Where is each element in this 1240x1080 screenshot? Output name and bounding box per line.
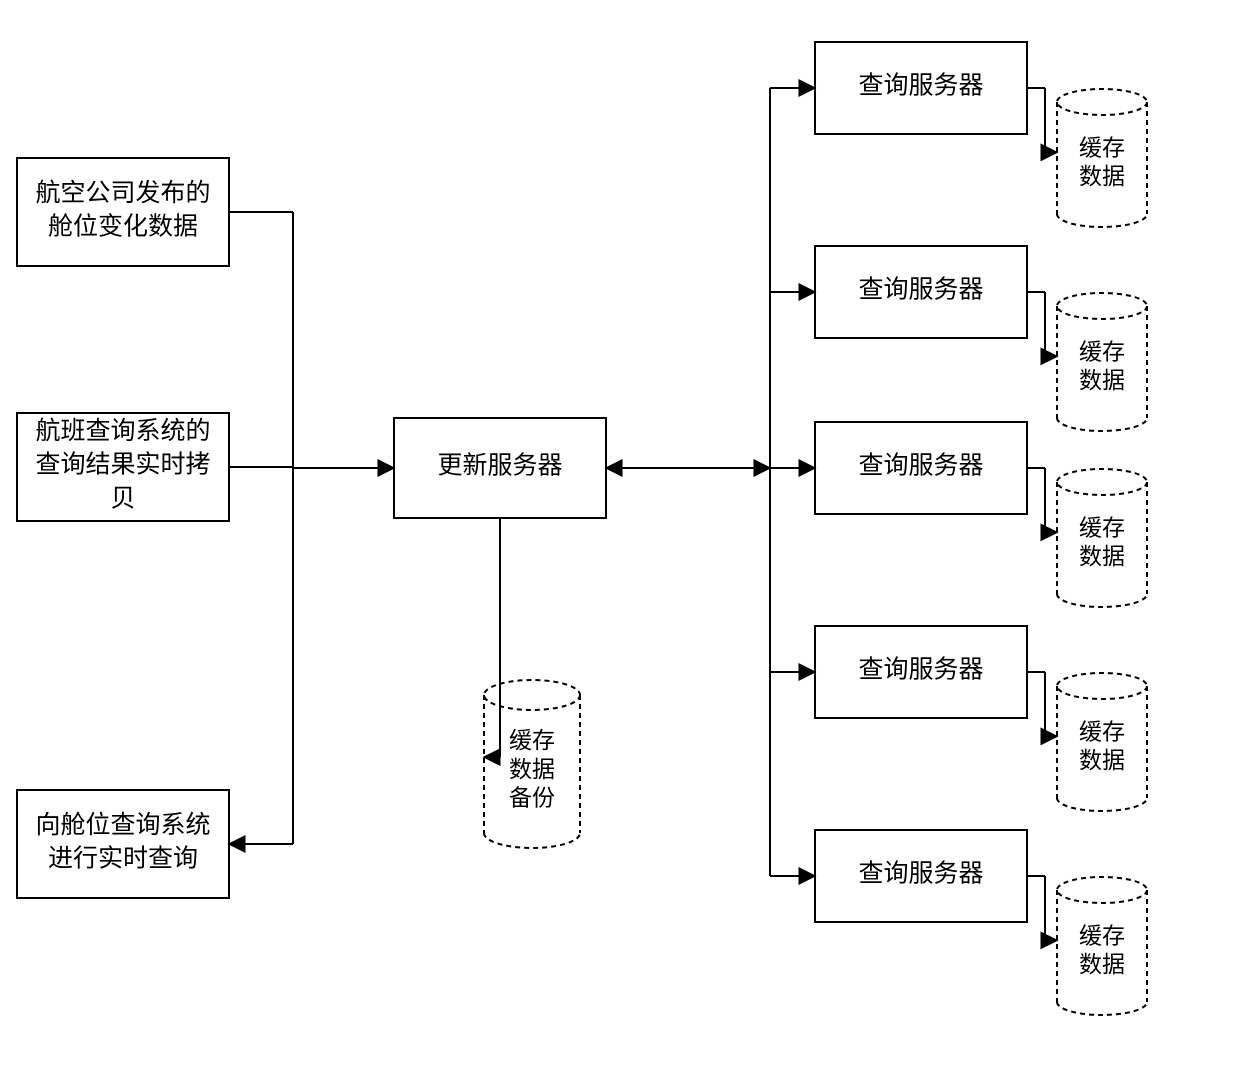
svg-text:数据: 数据	[1079, 164, 1125, 189]
backup-db: 缓存数据备份	[484, 680, 580, 848]
svg-text:查询服务器: 查询服务器	[858, 656, 983, 684]
svg-text:缓存: 缓存	[1079, 135, 1125, 160]
cache-db-3-label: 缓存数据	[1079, 719, 1125, 773]
cache-db-1: 缓存数据	[1057, 293, 1147, 431]
query-server-label-4: 查询服务器	[858, 860, 983, 888]
svg-text:查询服务器: 查询服务器	[858, 860, 983, 888]
left-box-0	[17, 158, 229, 266]
backup-db-label: 缓存数据备份	[509, 728, 555, 811]
svg-text:更新服务器: 更新服务器	[437, 452, 562, 480]
svg-text:查询结果实时拷: 查询结果实时拷	[35, 451, 210, 479]
svg-text:进行实时查询: 进行实时查询	[48, 845, 198, 873]
svg-text:缓存: 缓存	[1079, 515, 1125, 540]
cache-db-2: 缓存数据	[1057, 469, 1147, 607]
cache-db-4: 缓存数据	[1057, 877, 1147, 1015]
cache-db-3: 缓存数据	[1057, 673, 1147, 811]
query-server-label-1: 查询服务器	[858, 276, 983, 304]
left-box-2	[17, 790, 229, 898]
svg-text:备份: 备份	[509, 786, 555, 811]
svg-text:数据: 数据	[509, 757, 555, 782]
cache-db-2-label: 缓存数据	[1079, 515, 1125, 569]
cache-db-4-label: 缓存数据	[1079, 923, 1125, 977]
svg-text:查询服务器: 查询服务器	[858, 452, 983, 480]
left-box-0-label: 航空公司发布的舱位变化数据	[35, 179, 210, 241]
svg-text:缓存: 缓存	[1079, 923, 1125, 948]
svg-text:向舱位查询系统: 向舱位查询系统	[35, 811, 210, 839]
svg-text:航班查询系统的: 航班查询系统的	[35, 417, 210, 445]
cache-db-1-label: 缓存数据	[1079, 339, 1125, 393]
svg-text:数据: 数据	[1079, 544, 1125, 569]
query-server-label-0: 查询服务器	[858, 72, 983, 100]
svg-text:数据: 数据	[1079, 952, 1125, 977]
svg-text:数据: 数据	[1079, 368, 1125, 393]
svg-text:数据: 数据	[1079, 748, 1125, 773]
svg-text:缓存: 缓存	[1079, 719, 1125, 744]
left-box-2-label: 向舱位查询系统进行实时查询	[35, 811, 210, 873]
svg-text:缓存: 缓存	[509, 728, 555, 753]
svg-text:航空公司发布的: 航空公司发布的	[35, 179, 210, 207]
svg-text:舱位变化数据: 舱位变化数据	[48, 213, 198, 241]
query-server-label-2: 查询服务器	[858, 452, 983, 480]
query-server-label-3: 查询服务器	[858, 656, 983, 684]
left-box-1-label: 航班查询系统的查询结果实时拷贝	[35, 417, 210, 513]
cache-db-0: 缓存数据	[1057, 89, 1147, 227]
update-server-label: 更新服务器	[437, 452, 562, 480]
svg-text:查询服务器: 查询服务器	[858, 276, 983, 304]
svg-text:查询服务器: 查询服务器	[858, 72, 983, 100]
svg-text:贝: 贝	[110, 485, 135, 512]
svg-text:缓存: 缓存	[1079, 339, 1125, 364]
cache-db-0-label: 缓存数据	[1079, 135, 1125, 189]
